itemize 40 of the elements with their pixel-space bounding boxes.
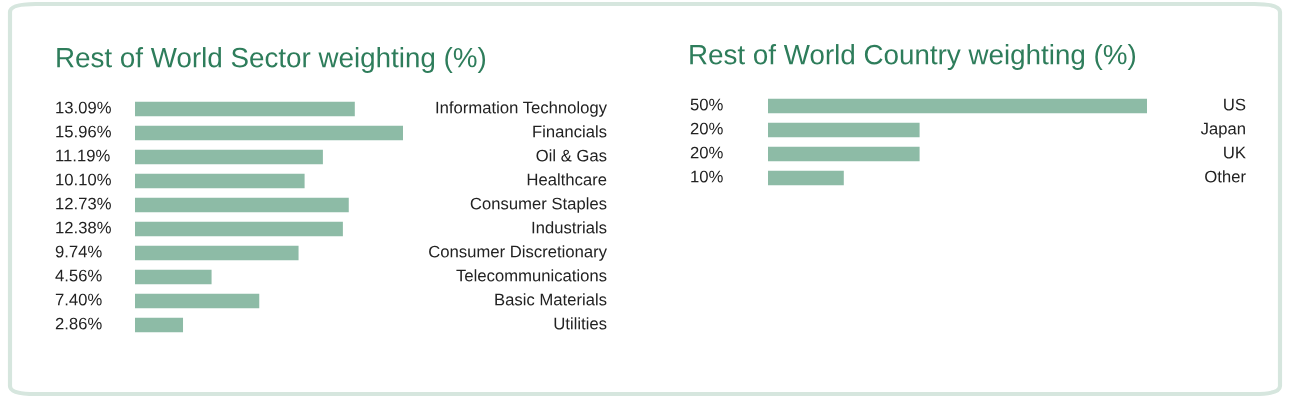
data-label: 10.10% [56, 173, 111, 186]
bar [135, 269, 212, 285]
bar [135, 197, 349, 213]
y-tick-label: Consumer Staples [470, 197, 607, 213]
y-tick-label: Japan [1200, 122, 1245, 138]
data-label: 7.40% [55, 293, 102, 306]
data-label: 2.86% [55, 317, 102, 330]
y-tick-label: Utilities [554, 317, 607, 330]
data-label: 11.19% [56, 149, 110, 162]
bar [135, 293, 260, 309]
bar [135, 221, 343, 237]
bar [135, 125, 403, 141]
y-tick-label: Oil & Gas [536, 149, 607, 162]
y-tick-label: Industrials [532, 221, 607, 234]
bar [135, 317, 184, 333]
bar [135, 245, 299, 261]
data-label: 4.56% [55, 269, 102, 282]
y-tick-label: Information Technology [436, 101, 607, 117]
y-tick-label: Healthcare [527, 173, 607, 186]
y-tick-label: Telecommunications [456, 269, 607, 282]
bar [135, 101, 355, 117]
y-tick-label: Other [1205, 170, 1246, 183]
y-tick-label: Financials [533, 125, 607, 138]
bar [135, 173, 305, 189]
y-tick-label: UK [1224, 146, 1246, 159]
bar [135, 149, 323, 165]
y-tick-label: Consumer Discretionary [429, 245, 607, 261]
data-label: 10% [691, 170, 723, 183]
data-label: 20% [690, 122, 723, 135]
chart-title: Rest of World Country weighting (%) [690, 44, 1136, 70]
data-label: 12.73% [56, 197, 111, 210]
chart-title: Rest of World Sector weighting (%) [57, 47, 486, 73]
data-label: 15.96% [56, 125, 111, 138]
y-tick-label: Basic Materials [495, 293, 607, 306]
data-label: 20% [690, 146, 723, 159]
data-label: 9.74% [55, 245, 102, 258]
y-tick-label: US [1224, 98, 1246, 111]
data-label: 50% [690, 98, 723, 111]
data-label: 12.38% [56, 221, 111, 234]
data-label: 13.09% [56, 101, 111, 114]
